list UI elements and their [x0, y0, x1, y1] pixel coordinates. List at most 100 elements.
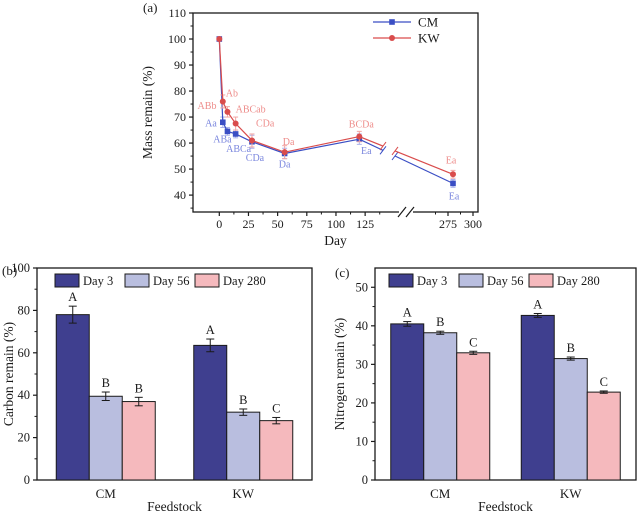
y-tick-label: 110: [168, 6, 186, 20]
legend-swatch: [54, 273, 80, 288]
line-break-slash: [391, 146, 399, 156]
data-point-CM-day-280: [450, 180, 456, 187]
bar-CM-Day-3: [55, 314, 90, 481]
bar-KW-Day-280: [259, 420, 294, 481]
y-tick-label: 10: [356, 434, 369, 448]
stat-label-CM-day-120: Ea: [361, 146, 372, 157]
legend-label: Day 280: [557, 274, 600, 288]
data-point-KW-day-56: [281, 149, 288, 156]
panel-label-c: (c): [335, 265, 349, 280]
y-tick-label: 80: [174, 84, 186, 98]
y-tick-label: 40: [356, 319, 369, 333]
legend-label: Day 3: [417, 274, 447, 288]
y-tick-label: 70: [174, 110, 186, 124]
y-tick-label: 0: [362, 473, 368, 487]
bar-series-Day 3: AA: [55, 290, 228, 481]
stat-letter-KW-Day-280: C: [272, 401, 280, 415]
stat-letter-KW-Day-280: C: [600, 375, 608, 389]
category-label-KW: KW: [560, 486, 582, 501]
y-axis-label: Carbon remain (%): [1, 322, 16, 426]
y-tick-label: 30: [356, 357, 369, 371]
legend-label: CM: [418, 15, 439, 30]
bar-KW-Day-56: [553, 358, 588, 481]
y-tick-label: 0: [24, 473, 30, 487]
bar-KW-Day-3: [520, 314, 555, 481]
stat-label-CM-day-7: ABa: [213, 134, 232, 145]
legend: Day 3 Day 56 Day 280: [388, 273, 600, 288]
axes: 0 20 40 60 80 100: [11, 261, 37, 487]
axes: 40 50 60 70 80 90 100 110 0 25 50 75 100 125 275 300: [168, 6, 482, 231]
category-label-CM: CM: [96, 486, 117, 501]
axis-break: [399, 209, 413, 215]
y-tick-label: 90: [174, 58, 186, 72]
stat-letter-CM-Day-3: A: [68, 290, 77, 304]
y-axis-label: Mass remain (%): [140, 66, 155, 159]
stat-label-CM-day-3: Aa: [205, 118, 217, 129]
legend-label: Day 3: [83, 274, 113, 288]
stat-label-KW-day-28: CDa: [256, 118, 275, 129]
stat-label-KW-day-7: ABb: [198, 101, 217, 112]
x-tick-label: 275: [439, 217, 457, 231]
y-tick-label: 50: [356, 280, 369, 294]
stat-label-CM-day-280: Ea: [449, 191, 460, 202]
data-point-KW-day-280: [450, 171, 456, 178]
stat-label-KW-day-280: Ea: [446, 155, 457, 166]
bar-KW-Day-280: [586, 391, 621, 481]
bar-series-Day 3: AA: [390, 297, 555, 481]
legend: Day 3 Day 56 Day 280: [54, 273, 266, 288]
bar-series-Day 280: BC: [121, 381, 294, 481]
data-point-KW-day-3: [219, 98, 226, 105]
stat-letter-KW-Day-56: B: [567, 341, 575, 355]
legend-item-Day-3: Day 3: [54, 273, 113, 288]
bar-series-Day 56: BB: [88, 376, 261, 481]
line-break-slash: [379, 141, 387, 151]
stat-label-KW-day-56: Da: [283, 137, 295, 148]
x-tick-label: 50: [272, 217, 284, 231]
y-tick-label: 20: [18, 431, 31, 445]
x-axis-label: Feedstock: [147, 499, 202, 513]
bar-CM-Day-280: [456, 352, 491, 481]
legend-item-CM: CM: [373, 15, 439, 30]
legend-swatch: [194, 273, 220, 288]
y-tick-label: 60: [174, 136, 186, 150]
data-point-KW-day-28: [248, 137, 255, 144]
legend-item-Day-56: Day 56: [124, 273, 189, 288]
legend-marker-square: [389, 19, 395, 25]
legend-swatch: [124, 273, 150, 288]
y-tick-label: 50: [174, 162, 186, 176]
data-point-CM-day-14: [232, 131, 239, 137]
data-point-KW-day-120: [356, 133, 363, 140]
series-KW: Ab ABb ABCab CDa Da BCDa Ea: [198, 36, 457, 179]
axes: 0 10 20 30 40 50: [356, 280, 375, 487]
stat-letter-KW-Day-3: A: [533, 297, 542, 311]
stat-label-KW-day-3: Ab: [226, 88, 238, 99]
stat-label-KW-day-120: BCDa: [349, 120, 375, 131]
bar-CM-Day-3: [390, 323, 425, 481]
y-axis-label: Nitrogen remain (%): [332, 318, 347, 430]
data-point-CM-day-7: [224, 128, 231, 135]
stat-letter-CM-Day-280: B: [135, 381, 143, 395]
x-tick-label: 25: [242, 217, 254, 231]
y-tick-label: 40: [174, 188, 186, 202]
panel-a-mass-remain-line-chart: 40 50 60 70 80 90 100 110 0 25 50 75 100 125 275 300 Day…: [140, 0, 482, 248]
x-tick-label: 0: [216, 217, 222, 231]
x-tick-label: 75: [301, 217, 313, 231]
plot-frame: [374, 267, 637, 481]
bar-CM-Day-56: [88, 395, 123, 481]
category-label-CM: CM: [430, 486, 451, 501]
legend-label: Day 56: [487, 274, 523, 288]
panel-label-a: (a): [143, 0, 157, 15]
stat-letter-CM-Day-3: A: [403, 306, 412, 320]
y-tick-label: 60: [18, 346, 31, 360]
legend-item-Day-280: Day 280: [528, 273, 600, 288]
x-axis-label: Feedstock: [478, 499, 533, 513]
legend-swatch: [458, 273, 484, 288]
bar-KW-Day-3: [193, 344, 228, 481]
stat-label-CM-day-28: CDa: [246, 153, 265, 164]
series-line: [218, 38, 360, 153]
y-tick-label: 40: [18, 388, 31, 402]
